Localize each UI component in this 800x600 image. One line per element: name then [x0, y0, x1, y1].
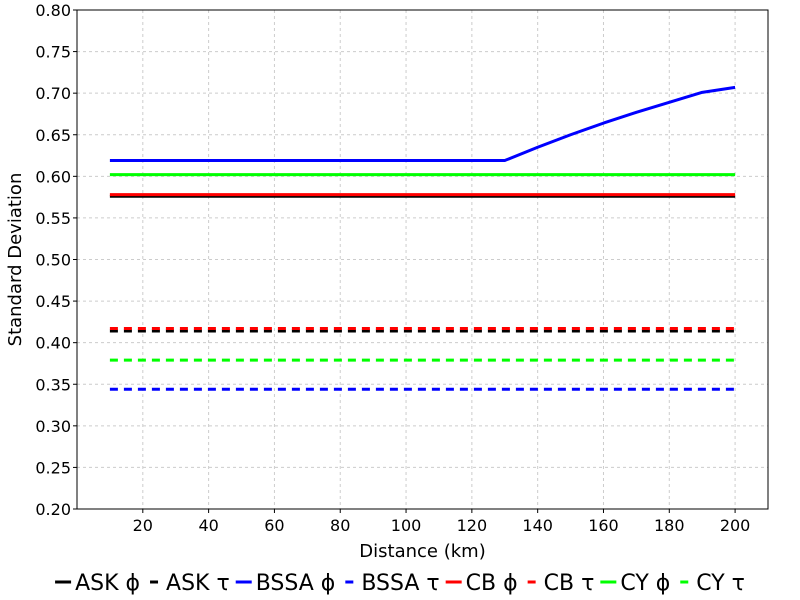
x-tick-label: 140: [522, 516, 553, 535]
x-tick-label: 100: [391, 516, 422, 535]
legend-label-7: CY τ: [696, 571, 745, 596]
legend-label-5: CB τ: [544, 571, 595, 596]
legend-label-4: CB ϕ: [466, 571, 518, 596]
legend: ASK ϕ ASK τ BSSA ϕ BSSA τ CB ϕ CB τ CY ϕ CY τ: [55, 571, 745, 596]
legend-label-3: BSSA τ: [361, 571, 439, 596]
series-layer: [109, 85, 736, 391]
x-tick-label: 20: [133, 516, 153, 535]
y-tick-label: 0.55: [35, 209, 71, 228]
x-tick-label: 40: [198, 516, 218, 535]
x-tick-label: 120: [457, 516, 488, 535]
legend-label-0: ASK ϕ: [75, 571, 140, 596]
axes: 0.20 0.25 0.30 0.35 0.40 0.45 0.50 0.55 0.60 0.65…: [35, 1, 750, 535]
x-tick-label: 180: [654, 516, 685, 535]
legend-label-6: CY ϕ: [620, 571, 670, 596]
y-tick-label: 0.20: [35, 500, 71, 519]
y-tick-label: 0.65: [35, 126, 71, 145]
legend-label-2: BSSA ϕ: [256, 571, 336, 596]
x-tick-label: 160: [588, 516, 619, 535]
y-tick-label: 0.70: [35, 84, 71, 103]
y-tick-label: 0.30: [35, 417, 71, 436]
x-axis-title: Distance (km): [359, 541, 485, 562]
series-line-2: [109, 85, 736, 163]
y-tick-label: 0.45: [35, 292, 71, 311]
y-tick-label: 0.80: [35, 1, 71, 20]
y-tick-label: 0.60: [35, 167, 71, 186]
x-tick-label: 60: [264, 516, 284, 535]
x-tick-label: 200: [720, 516, 751, 535]
y-tick-label: 0.35: [35, 375, 71, 394]
legend-label-1: ASK τ: [166, 571, 230, 596]
x-tick-label: 80: [330, 516, 350, 535]
y-tick-label: 0.40: [35, 334, 71, 353]
y-tick-label: 0.50: [35, 251, 71, 270]
y-axis-title: Standard Deviation: [5, 173, 26, 347]
y-tick-label: 0.75: [35, 43, 71, 62]
y-tick-label: 0.25: [35, 458, 71, 477]
